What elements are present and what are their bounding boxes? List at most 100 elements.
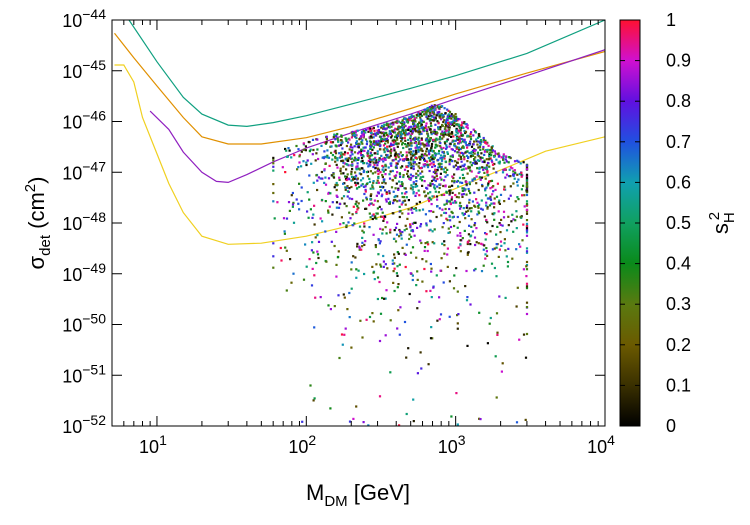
scatter-point [409,173,412,176]
scatter-point [449,225,453,229]
scatter-point [432,132,435,135]
scatter-point [419,158,422,161]
scatter-point [403,187,406,190]
scatter-point [377,239,380,242]
scatter-point [371,184,374,187]
scatter-point [368,212,371,215]
scatter-point [423,113,426,116]
scatter-point [414,141,417,145]
scatter-point [340,172,343,175]
x-tick-label: 102 [288,432,316,457]
scatter-point [393,149,396,152]
scatter-point [404,139,407,142]
scatter-point [417,189,420,192]
scatter-point [462,152,465,155]
scatter-point [451,175,454,178]
scatter-point [408,233,411,236]
scatter-point [382,148,385,151]
scatter-point [394,194,397,198]
scatter-point [456,314,459,317]
scatter-point [473,236,477,239]
scatter-point [456,138,459,141]
scatter-point [350,346,353,349]
scatter-point [305,265,308,268]
scatter-point [283,232,286,235]
scatter-point [319,177,322,180]
scatter-point [476,167,479,170]
scatter-point [412,125,415,128]
scatter-point [419,120,422,123]
scatter-point [330,145,333,148]
scatter-point [381,185,384,188]
scatter-point [281,166,284,169]
scatter-point [459,239,462,242]
scatter-point [413,161,416,164]
scatter-point [433,186,436,189]
scatter-point [433,242,436,245]
scatter-point [395,136,399,139]
scatter-point [319,217,322,220]
colorbar-tick-label: 0 [666,416,676,436]
scatter-point [453,122,456,125]
scatter-point [431,195,434,198]
scatter-point [462,177,465,180]
scatter-point [446,118,449,122]
scatter-point [424,163,427,166]
scatter-point [483,159,486,162]
scatter-point [481,156,484,159]
scatter-point [446,151,449,154]
scatter-point [438,163,442,166]
scatter-point [418,121,421,124]
scatter-point [473,149,476,153]
scatter-point [347,157,350,160]
scatter-point [345,175,348,179]
scatter-point [460,160,463,163]
scatter-point [368,177,371,180]
scatter-point [400,140,403,143]
scatter-point [424,213,427,216]
scatter-point [311,241,314,244]
scatter-point [369,197,372,201]
scatter-point [502,158,505,161]
scatter-point [383,217,386,220]
scatter-point [395,272,398,275]
scatter-point [379,189,382,192]
scatter-point [419,239,422,242]
scatter-point [373,158,376,161]
scatter-point [383,135,386,138]
scatter-point [316,253,320,256]
scatter-point [403,320,407,324]
scatter-point [446,114,449,117]
scatter-point [433,128,436,131]
scatter-point [421,208,425,211]
scatter-point [387,135,390,138]
scatter-point [473,269,476,272]
scatter-point [301,420,304,423]
scatter-point [495,171,498,174]
scatter-point [464,285,467,288]
scatter-point [371,186,374,189]
scatter-point [414,185,417,188]
scatter-point [389,131,392,134]
scatter-point [517,198,520,201]
scatter-point [434,154,437,157]
scatter-point [465,210,468,213]
scatter-point [364,240,367,243]
scatter-point [451,216,454,219]
scatter-point [335,181,338,185]
scatter-point [370,144,373,147]
scatter-point [411,127,414,130]
scatter-point [394,199,397,202]
scatter-point [398,127,401,130]
scatter-point [427,156,430,160]
scatter-point [403,229,406,232]
scatter-point [446,108,449,111]
scatter-point [347,141,350,144]
scatter-point [458,204,461,207]
scatter-point [280,259,283,262]
scatter-point [393,253,396,256]
scatter-point [364,190,367,193]
scatter-point [525,200,529,203]
scatter-point [493,212,496,215]
scatter-point [407,208,410,211]
